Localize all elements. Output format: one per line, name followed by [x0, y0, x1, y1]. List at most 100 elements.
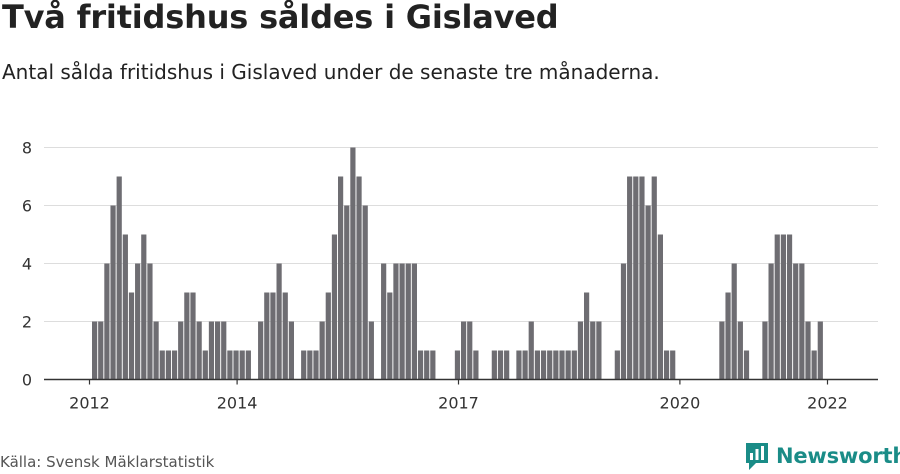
bar	[202, 350, 208, 380]
bar	[264, 292, 270, 380]
bar	[208, 321, 215, 380]
bar	[319, 321, 325, 380]
bar	[104, 263, 110, 380]
bar	[516, 350, 522, 380]
bar	[811, 350, 817, 380]
bar	[178, 321, 184, 380]
bar	[762, 321, 768, 380]
bar	[122, 234, 128, 380]
bar	[153, 321, 159, 380]
bar	[338, 176, 344, 380]
bar	[270, 292, 276, 380]
bar	[670, 350, 676, 380]
bar	[411, 263, 417, 380]
bar	[454, 350, 461, 380]
bar	[356, 176, 362, 380]
bar	[596, 321, 602, 380]
bar	[467, 321, 473, 380]
bar	[590, 321, 596, 380]
bar	[239, 350, 245, 380]
bar	[651, 176, 657, 380]
bar	[547, 350, 553, 380]
bar	[190, 292, 196, 380]
bar	[584, 292, 590, 380]
bar	[540, 350, 547, 380]
bar	[381, 263, 387, 380]
bar	[522, 350, 528, 380]
bar	[799, 263, 805, 380]
bar	[405, 263, 411, 380]
bar	[233, 350, 239, 380]
bar	[301, 350, 307, 380]
bar	[663, 350, 670, 380]
bar	[645, 205, 651, 380]
bar	[731, 263, 737, 380]
y-tick-label: 0	[22, 371, 32, 390]
source-note: Källa: Svensk Mäklarstatistik	[0, 453, 215, 471]
bar	[504, 350, 510, 380]
x-tick-label: 2017	[438, 394, 479, 413]
bar	[258, 321, 264, 380]
x-tick-label: 2022	[807, 394, 848, 413]
bar	[221, 321, 227, 380]
bar	[184, 292, 190, 380]
bar	[497, 350, 504, 380]
bar	[627, 176, 633, 380]
bar	[282, 292, 288, 380]
bar	[461, 321, 467, 380]
bar	[313, 350, 319, 380]
y-tick-label: 6	[22, 197, 32, 216]
bar	[620, 263, 627, 380]
bar	[430, 350, 436, 380]
bar	[424, 350, 430, 380]
bar	[227, 350, 233, 380]
bar	[743, 350, 750, 380]
bar	[368, 321, 374, 380]
y-tick-label: 4	[22, 255, 32, 274]
bar	[774, 234, 780, 380]
bar	[553, 350, 559, 380]
bar	[565, 350, 571, 380]
brand-name: Newsworthy	[776, 444, 900, 468]
bar	[98, 321, 104, 380]
bar	[491, 350, 497, 380]
bar	[171, 350, 178, 380]
bar	[116, 176, 122, 380]
bar	[657, 234, 663, 380]
bar	[577, 321, 584, 380]
bar	[387, 292, 393, 380]
bar	[276, 263, 282, 380]
bar	[141, 234, 147, 380]
chart-title: Två fritidshus såldes i Gislaved	[2, 0, 559, 36]
bar	[805, 321, 811, 380]
bar	[417, 350, 424, 380]
y-tick-label: 8	[22, 139, 32, 158]
bar	[571, 350, 577, 380]
bar	[719, 321, 725, 380]
bar	[196, 321, 202, 380]
bar	[793, 263, 799, 380]
newsworthy-logo-icon	[746, 443, 768, 470]
x-tick-label: 2020	[660, 394, 701, 413]
bar	[110, 205, 116, 380]
bar	[559, 350, 565, 380]
bar	[393, 263, 399, 380]
bar	[633, 176, 639, 380]
x-tick-label: 2014	[217, 394, 258, 413]
bar	[350, 147, 356, 380]
chart-subtitle: Antal sålda fritidshus i Gislaved under …	[2, 60, 660, 84]
bar	[215, 321, 221, 380]
bar	[325, 292, 331, 380]
y-tick-label: 2	[22, 313, 32, 332]
bar	[147, 263, 153, 380]
bar	[614, 350, 620, 380]
bar	[307, 350, 313, 380]
bar	[786, 234, 793, 380]
brand-logo: Newsworthy	[744, 441, 900, 471]
bar	[159, 350, 165, 380]
bar	[737, 321, 743, 380]
bar	[528, 321, 534, 380]
bar	[780, 234, 786, 380]
bar	[331, 234, 338, 380]
